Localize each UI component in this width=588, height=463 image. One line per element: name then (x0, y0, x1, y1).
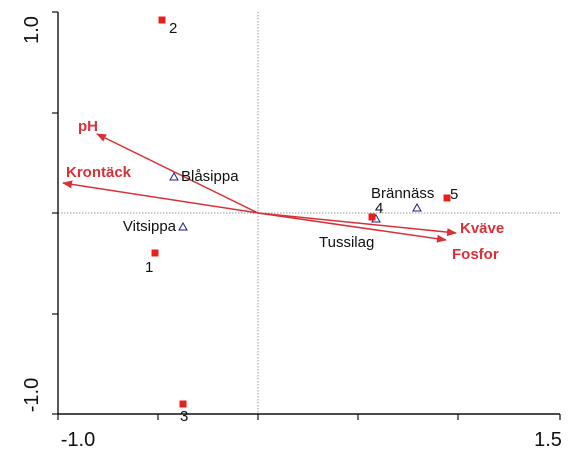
env-label-fosfor: Fosfor (452, 246, 499, 263)
axis-frame (52, 11, 561, 420)
site-marker (179, 400, 187, 408)
env-label-kväve: Kväve (460, 220, 504, 237)
species-label: Tussilag (319, 234, 374, 251)
species-marker (412, 202, 422, 212)
tick-labels: -1.0 1.5 1.0 -1.0 (21, 16, 562, 451)
site-marker (443, 194, 451, 202)
species-points: Blåsippa Vitsippa Brännäss Tussilag (123, 168, 434, 251)
species-label: Brännäss (371, 185, 434, 202)
env-arrow-kväve (257, 212, 457, 237)
species-marker (169, 171, 179, 181)
environment-arrows: pH Krontäck Kväve Fosfor (62, 118, 504, 263)
species-label: Vitsippa (123, 218, 177, 235)
site-marker (151, 249, 159, 257)
site-label: 4 (375, 200, 383, 217)
site-marker (158, 16, 166, 24)
env-label-ph: pH (78, 118, 98, 135)
zero-lines (58, 12, 560, 414)
x-tick-label: 1.5 (534, 429, 562, 451)
y-tick-label: 1.0 (21, 16, 43, 44)
env-arrow-krontäck (62, 180, 259, 214)
species-marker (178, 221, 188, 231)
site-label: 3 (180, 408, 188, 425)
env-arrow-ph (96, 133, 259, 214)
site-label: 2 (169, 20, 177, 37)
y-tick-label: -1.0 (21, 378, 43, 412)
site-marker (368, 213, 376, 221)
site-points: 1 2 3 4 5 (145, 16, 458, 425)
site-label: 1 (145, 259, 153, 276)
species-label: Blåsippa (181, 168, 239, 185)
site-label: 5 (450, 186, 458, 203)
x-tick-label: -1.0 (61, 429, 95, 451)
env-label-krontäck: Krontäck (66, 164, 132, 181)
env-arrow-fosfor (257, 212, 447, 243)
